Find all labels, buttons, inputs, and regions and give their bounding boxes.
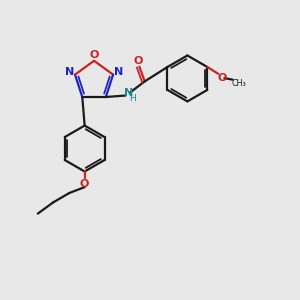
Text: O: O — [134, 56, 143, 66]
Text: O: O — [90, 50, 99, 61]
Text: N: N — [65, 67, 74, 77]
Text: N: N — [124, 88, 133, 98]
Text: H: H — [130, 94, 136, 103]
Text: N: N — [114, 67, 123, 77]
Text: O: O — [217, 73, 227, 82]
Text: O: O — [80, 179, 89, 189]
Text: CH₃: CH₃ — [232, 79, 247, 88]
